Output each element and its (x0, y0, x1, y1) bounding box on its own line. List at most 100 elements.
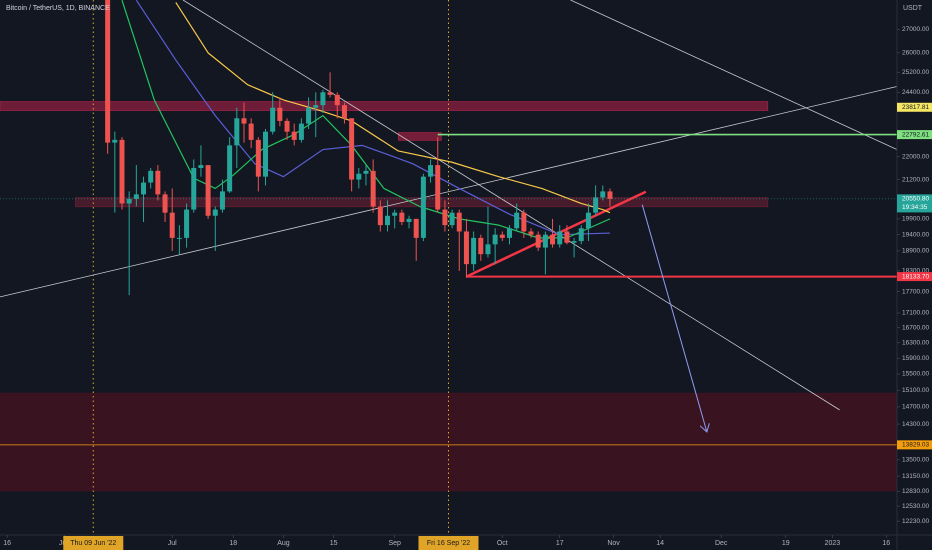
candle-body (212, 209, 218, 216)
candle-body (557, 231, 563, 245)
candle-body (506, 228, 512, 238)
candle-body (528, 231, 534, 235)
candle-body (578, 228, 584, 242)
candle-body (435, 165, 441, 210)
x-tick-label: 18 (229, 540, 237, 547)
candle-body (377, 206, 383, 226)
candle-body (320, 92, 326, 106)
y-tick-label: 15100.00 (902, 387, 929, 394)
y-tick-label: 12530.00 (902, 503, 929, 510)
candle-body (564, 231, 570, 243)
candle-body (521, 212, 527, 232)
candle-body (478, 237, 484, 255)
candle-body (198, 165, 204, 168)
candle-body (514, 212, 520, 229)
y-tick-label: 12830.00 (902, 488, 929, 495)
x-tick-label: 16 (882, 540, 890, 547)
candle-body (428, 165, 434, 177)
trend-line (570, 0, 897, 150)
candle-body (162, 194, 168, 213)
candle-body (126, 198, 132, 204)
candle-body (499, 234, 505, 238)
x-tick-label: 2023 (825, 540, 841, 547)
price-label-box (897, 440, 932, 450)
candle-body (119, 139, 125, 204)
y-tick-label: 19900.00 (902, 216, 929, 223)
candle-body (227, 145, 233, 192)
price-label: 18133.70 (902, 273, 929, 280)
candle-body (593, 197, 599, 213)
candle-body (176, 237, 182, 239)
y-tick-label: 25200.00 (902, 69, 929, 76)
y-tick-label: 15900.00 (902, 355, 929, 362)
candle-body (191, 167, 197, 210)
price-label: 22792.61 (902, 131, 929, 138)
y-tick-label: 16700.00 (902, 324, 929, 331)
candle-body (413, 218, 419, 238)
candle-body (313, 105, 319, 108)
candle-body (141, 182, 147, 195)
y-tick-label: 17700.00 (902, 288, 929, 295)
y-tick-label: 19400.00 (902, 231, 929, 238)
highlight-date-box (418, 536, 479, 550)
y-tick-label: 14700.00 (902, 404, 929, 411)
candle-body (255, 139, 261, 177)
candle-body (169, 212, 175, 238)
candle-body (184, 209, 190, 238)
price-label: 13829.03 (902, 442, 929, 449)
candle-body (270, 107, 276, 132)
y-tick-label: 14300.00 (902, 421, 929, 428)
candle-body (449, 212, 455, 226)
candle-body (550, 234, 556, 245)
x-tick-label: 15 (330, 540, 338, 547)
candle-body (492, 234, 498, 245)
y-axis-label: USDT (903, 5, 923, 12)
x-tick-label: 19 (782, 540, 790, 547)
price-countdown: 19:34:35 (902, 204, 928, 211)
candle-body (327, 92, 333, 95)
candle-body (571, 241, 577, 243)
y-tick-label: 18900.00 (902, 248, 929, 255)
price-label-box (897, 130, 932, 140)
price-label-box (897, 194, 932, 213)
zone (397, 132, 442, 141)
candle-body (385, 215, 391, 226)
x-tick-label: Dec (715, 540, 728, 547)
candle-body (105, 0, 111, 143)
highlight-date-label: Thu 09 Jun '22 (70, 540, 116, 547)
candle-body (485, 244, 491, 255)
price-label: 23817.81 (902, 104, 929, 111)
y-tick-label: 22000.00 (902, 153, 929, 160)
y-tick-label: 21200.00 (902, 176, 929, 183)
axes: 27000.00 26000.00 25200.00 24400.00 22000.00… (3, 26, 932, 550)
candle-body (607, 191, 613, 199)
candle-body (284, 120, 290, 132)
candle-body (542, 234, 548, 248)
candle-body (248, 123, 254, 140)
x-tick-label: 14 (656, 540, 664, 547)
candle-body (277, 107, 283, 121)
y-tick-label: 16300.00 (902, 339, 929, 346)
candle-body (406, 218, 412, 222)
plot-area (0, 0, 897, 535)
candle-body (219, 191, 225, 210)
y-tick-label: 12230.00 (902, 518, 929, 525)
candle-body (600, 191, 606, 198)
candle-body (291, 131, 297, 140)
price-label-box (897, 272, 932, 282)
candle-body (471, 237, 477, 265)
x-tick-label: Nov (607, 540, 620, 547)
y-tick-label: 24400.00 (902, 89, 929, 96)
x-tick-label: 17 (556, 540, 564, 547)
candle-body (456, 212, 462, 232)
y-tick-label: 13500.00 (902, 457, 929, 464)
y-tick-label: 15500.00 (902, 371, 929, 378)
zone (0, 101, 769, 111)
candle-body (341, 105, 347, 119)
arrow (641, 204, 707, 432)
trend-line (0, 86, 897, 298)
candle-body (356, 173, 362, 180)
candle-body (148, 170, 154, 183)
candle-body (306, 107, 312, 124)
